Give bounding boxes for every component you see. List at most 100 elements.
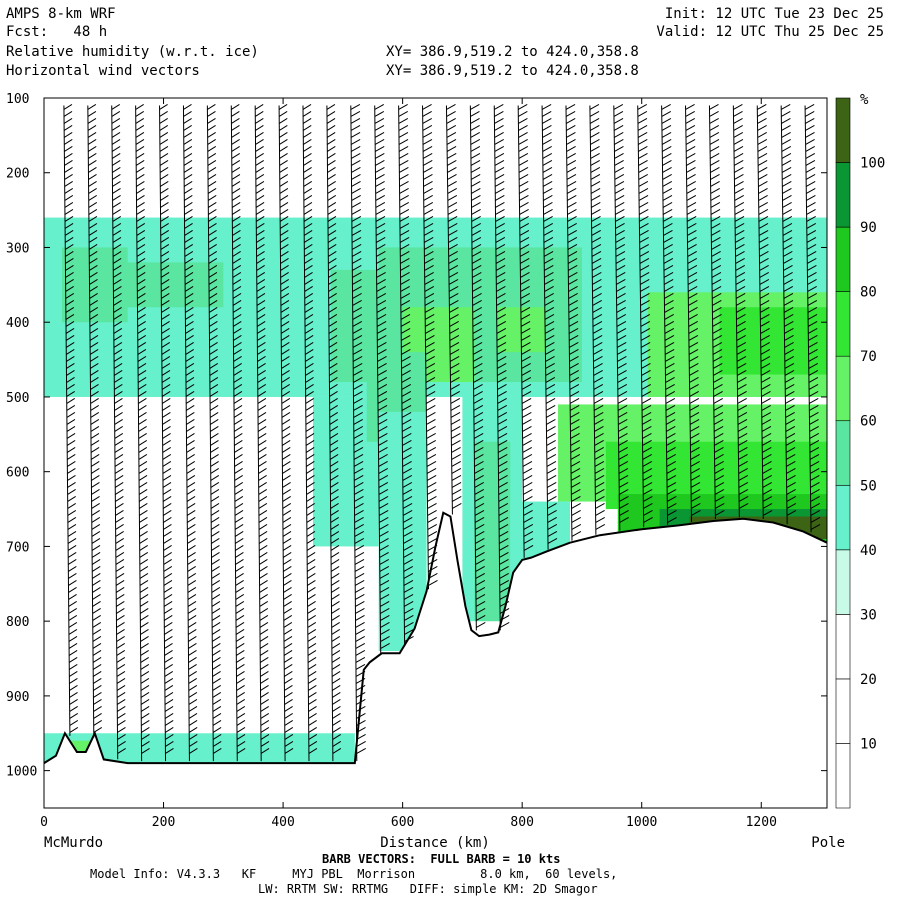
barb-flag xyxy=(446,153,457,159)
barb-flag xyxy=(451,461,461,467)
barb-flag xyxy=(404,622,414,628)
barb-flag xyxy=(327,146,336,152)
barb-flag xyxy=(162,482,172,488)
barb-shaft xyxy=(398,105,406,647)
barb-flag xyxy=(640,342,651,348)
x-tick-label: 600 xyxy=(391,815,414,830)
barb-flag xyxy=(401,342,411,348)
barb-flag xyxy=(279,153,288,159)
barb-flag xyxy=(284,671,293,677)
barb-flag xyxy=(714,496,725,502)
barb-flag xyxy=(690,433,700,439)
barb-flag xyxy=(471,265,482,271)
barb-flag xyxy=(231,174,241,180)
barb-flag xyxy=(738,447,748,453)
barb-flag xyxy=(805,160,816,166)
barb-flag xyxy=(449,328,460,334)
barb-flag xyxy=(117,727,126,733)
barb-flag xyxy=(68,587,77,593)
barb-flag xyxy=(236,699,246,705)
field-name-primary: Relative humidity (w.r.t. ice) xyxy=(6,44,259,60)
barb-flag xyxy=(781,146,792,152)
barb-flag xyxy=(330,489,339,495)
barb-flag xyxy=(784,370,795,376)
barb-flag xyxy=(376,272,386,278)
barb-flag xyxy=(114,405,123,411)
barb-flag xyxy=(188,685,198,691)
barb-flag xyxy=(303,139,312,145)
barb-flag xyxy=(566,167,577,173)
barb-flag xyxy=(355,587,365,593)
barb-flag xyxy=(138,454,148,460)
barb-flag xyxy=(661,104,671,110)
barb-flag xyxy=(283,601,292,607)
barb-flag xyxy=(235,573,244,579)
barb-flag xyxy=(183,181,193,187)
barb-flag xyxy=(686,160,696,166)
barb-flag xyxy=(305,454,315,460)
barb-flag xyxy=(183,153,193,159)
barb-flag xyxy=(351,153,361,159)
barb-shaft xyxy=(517,105,525,558)
barb-flag xyxy=(162,419,171,425)
barb-flag xyxy=(278,118,288,124)
barb-flag xyxy=(473,440,484,446)
barb-flag xyxy=(259,636,269,642)
barb-flag xyxy=(522,426,532,432)
barb-flag xyxy=(712,356,723,362)
barb-flag xyxy=(66,370,75,376)
colorbar-label: 60 xyxy=(860,414,877,430)
barb-flag xyxy=(470,146,481,152)
barb-flag xyxy=(687,286,698,292)
barb-flag xyxy=(496,328,507,334)
barb-flag xyxy=(808,328,818,334)
barb-flag xyxy=(375,181,385,187)
barb-flag xyxy=(497,412,508,418)
barb-flag xyxy=(664,321,675,327)
barb-flag xyxy=(450,398,461,404)
barb-flag xyxy=(117,748,126,754)
barb-flag xyxy=(519,244,530,250)
barb-flag xyxy=(809,405,819,411)
barb-flag xyxy=(399,216,410,222)
barb-flag xyxy=(711,230,721,236)
barb-flag xyxy=(231,104,240,110)
barb-flag xyxy=(235,636,245,642)
barb-flag xyxy=(258,468,267,474)
barb-flag xyxy=(637,111,648,117)
barb-flag xyxy=(547,496,557,502)
barb-flag xyxy=(207,181,217,187)
barb-flag xyxy=(307,608,316,614)
barb-flag xyxy=(280,307,290,313)
barb-flag xyxy=(114,461,124,467)
barb-flag xyxy=(64,223,74,229)
barb-flag xyxy=(710,202,721,208)
barb-flag xyxy=(376,307,387,313)
barb-flag xyxy=(784,356,795,362)
barb-shaft xyxy=(302,105,310,762)
barb-flag xyxy=(303,230,313,236)
y-tick-label: 300 xyxy=(6,241,29,256)
barb-flag xyxy=(137,307,146,313)
barb-flag xyxy=(350,146,361,152)
barb-flag xyxy=(618,468,629,474)
barb-flag xyxy=(781,160,792,166)
barb-flag xyxy=(184,293,194,299)
barb-flag xyxy=(115,545,125,551)
barb-shaft xyxy=(661,105,669,525)
barb-flag xyxy=(687,251,697,257)
barb-flag xyxy=(690,454,700,460)
barb-flag xyxy=(282,545,292,551)
barb-flag xyxy=(614,132,624,138)
barb-flag xyxy=(807,314,818,320)
barb-flag xyxy=(115,580,125,586)
barb-flag xyxy=(474,510,485,516)
barb-flag xyxy=(307,594,316,600)
barb-flag xyxy=(114,433,124,439)
barb-flag xyxy=(351,223,362,229)
barb-flag xyxy=(327,188,336,194)
barb-flag xyxy=(380,608,390,614)
barb-flag xyxy=(69,706,78,712)
barb-flag xyxy=(376,258,386,264)
barb-flag xyxy=(761,405,771,411)
